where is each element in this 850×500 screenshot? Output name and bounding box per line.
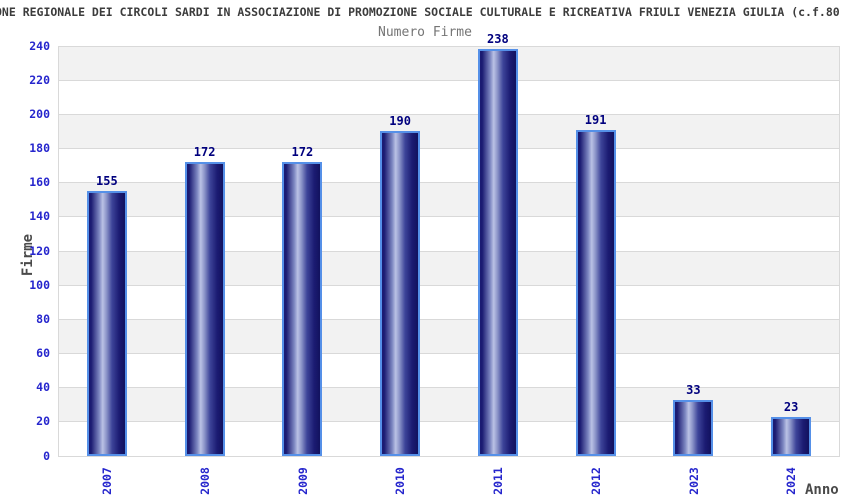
value-label-2008: 172 [193,145,216,160]
bar-2024 [771,416,812,456]
gridline-y220 [58,79,840,81]
background-band [58,182,840,217]
background-band [58,114,840,149]
x-tick-2010: 2010 [378,459,422,500]
x-tick-2024: 2024 [769,459,813,500]
x-tick-label: 2010 [393,467,408,495]
x-axis-label: Anno [805,482,839,498]
y-tick-140: 140 [29,209,50,224]
gridline-y140 [58,216,840,218]
y-tick-120: 120 [29,243,50,258]
y-tick-80: 80 [36,311,50,326]
bar-2023 [673,399,714,456]
background-band [58,319,840,354]
gridline-y200 [58,113,840,115]
background-band [58,46,840,81]
y-tick-200: 200 [29,106,50,121]
gridline-y120 [58,250,840,252]
y-tick-160: 160 [29,175,50,190]
gridline-y100 [58,284,840,286]
value-label-2007: 155 [96,174,118,189]
background-band [58,285,840,320]
x-tick-2023: 2023 [671,459,715,500]
background-band [58,251,840,286]
x-tick-label: 2012 [588,467,603,495]
plot-area: 155 172 172 190 238 191 33 23 [58,32,840,457]
x-tick-2012: 2012 [574,459,618,500]
bar-2012 [575,129,616,456]
y-tick-40: 40 [36,380,50,395]
y-tick-180: 180 [29,141,50,155]
x-tick-label: 2008 [197,467,212,495]
value-label-2010: 190 [389,114,411,129]
gridline-y60 [58,353,840,354]
background-band [58,80,840,115]
x-tick-label: 2007 [99,467,114,495]
value-label-2012: 191 [584,112,607,127]
gridline-y160 [58,182,840,184]
plot-border-right [839,46,840,456]
x-tick-label: 2011 [490,467,505,495]
gridline-y0 [58,455,840,457]
y-tick-100: 100 [29,277,50,292]
gridline-y20 [58,421,840,423]
background-band [58,421,840,456]
chart-subtitle: Numero Firme [378,25,472,40]
x-tick-label: 2023 [686,467,701,495]
y-tick-220: 220 [29,72,50,87]
bar-2010 [380,131,421,456]
value-label-2011: 238 [487,32,509,47]
background-band [58,216,840,251]
bar-2011 [477,49,518,456]
value-label-2009: 172 [291,145,314,160]
gridline-y180 [58,148,840,149]
gridline-y40 [58,387,840,389]
plot-border-left [58,46,59,456]
y-tick-0: 0 [43,448,50,463]
bar-2008 [184,162,225,456]
x-tick-2011: 2011 [476,459,520,500]
bar-2007 [86,191,127,456]
x-tick-label: 2009 [295,467,310,495]
x-tick-2007: 2007 [85,459,129,500]
y-tick-20: 20 [36,414,50,429]
y-tick-60: 60 [36,346,50,360]
gridline-y80 [58,318,840,320]
x-tick-2009: 2009 [280,459,324,500]
gridline-y240 [58,45,840,47]
bar-2009 [282,162,323,456]
y-tick-240: 240 [29,38,50,53]
x-tick-2008: 2008 [183,459,227,500]
value-label-2023: 33 [686,382,701,397]
value-label-2024: 23 [783,399,799,414]
x-tick-label: 2024 [784,467,799,495]
page-title: ONE REGIONALE DEI CIRCOLI SARDI IN ASSOC… [0,5,840,19]
